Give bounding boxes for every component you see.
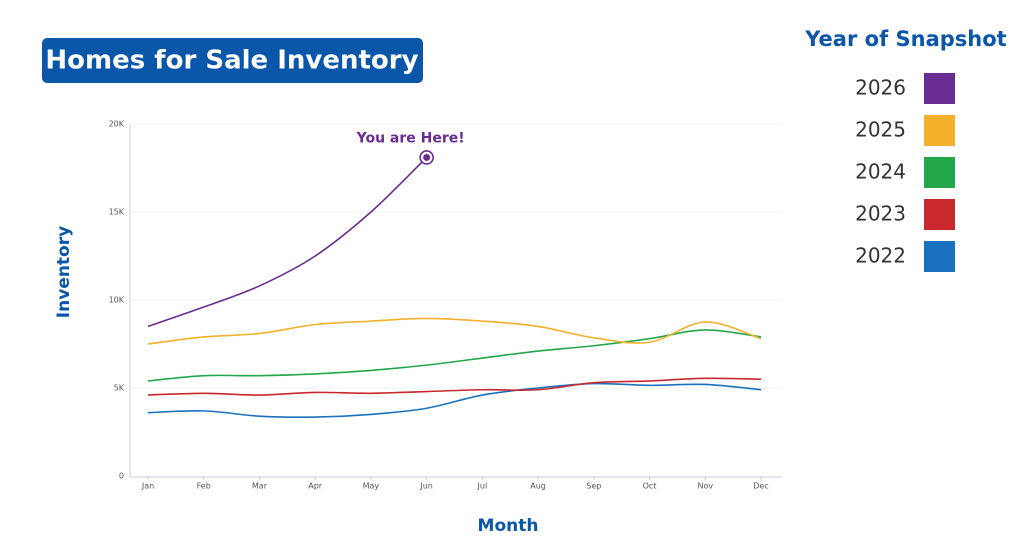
x-tick-label: Sep — [586, 482, 601, 491]
x-tick-label: Jan — [141, 482, 154, 491]
legend-swatch — [924, 199, 955, 230]
x-tick-label: Oct — [643, 482, 657, 491]
series-line — [147, 382, 762, 418]
legend-swatch — [924, 157, 955, 188]
y-tick-label: 10K — [109, 296, 125, 305]
y-tick-label: 15K — [109, 208, 125, 217]
y-tick-label: 0 — [119, 472, 124, 481]
legend-swatch — [924, 241, 955, 272]
legend-swatch — [924, 115, 955, 146]
y-tick-label: 20K — [109, 120, 125, 129]
x-tick-label: Nov — [697, 482, 713, 491]
x-tick-label: Jul — [477, 482, 488, 491]
legend-label: 2022 — [855, 244, 906, 268]
x-tick-label: Apr — [308, 482, 323, 491]
x-tick-label: May — [363, 482, 380, 491]
x-tick-label: Jun — [419, 482, 433, 491]
legend-swatch — [924, 73, 955, 104]
legend-label: 2024 — [855, 160, 906, 184]
chart-title: Homes for Sale Inventory — [45, 46, 418, 76]
series-line — [147, 329, 762, 382]
x-tick-label: Mar — [252, 482, 268, 491]
y-axis-label: Inventory — [54, 226, 74, 318]
x-tick-label: Dec — [753, 482, 768, 491]
series-line — [147, 156, 428, 328]
marker-dot — [423, 153, 431, 161]
y-tick-label: 5K — [114, 384, 125, 393]
annotation: You are Here! — [356, 130, 465, 146]
legend-label: 2023 — [855, 202, 906, 226]
legend-label: 2025 — [855, 118, 906, 142]
title-box — [42, 38, 423, 83]
legend-label: 2026 — [855, 76, 906, 100]
x-axis-label: Month — [478, 516, 539, 536]
x-tick-label: Feb — [197, 482, 211, 491]
series-line — [147, 317, 762, 345]
x-tick-label: Aug — [530, 482, 546, 491]
series-line — [147, 377, 762, 396]
legend-title: Year of Snapshot — [804, 27, 1006, 51]
